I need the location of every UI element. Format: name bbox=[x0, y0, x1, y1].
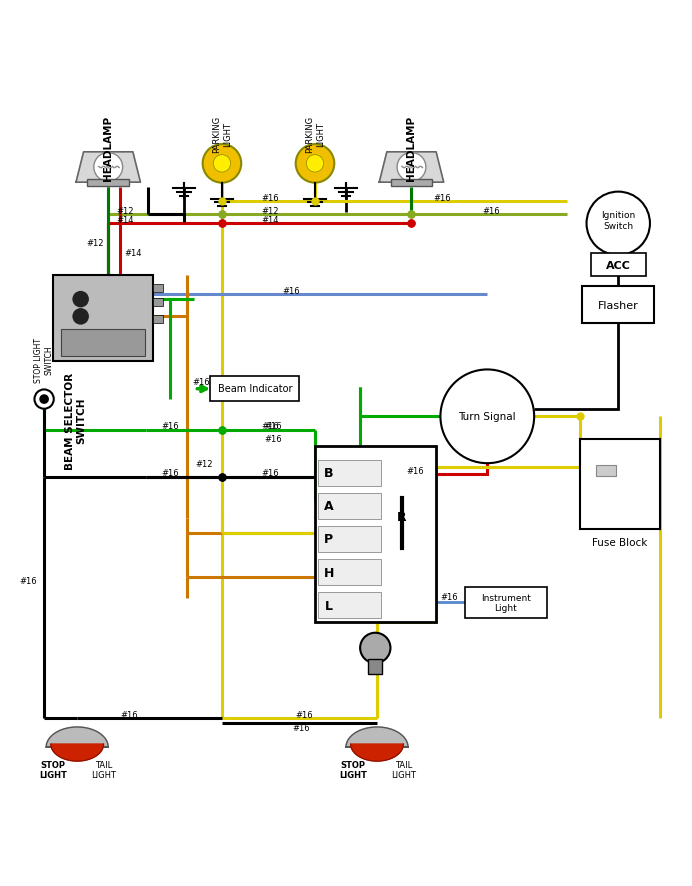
Text: STOP
LIGHT: STOP LIGHT bbox=[339, 759, 367, 779]
Text: A: A bbox=[324, 500, 334, 513]
Text: Flasher: Flasher bbox=[598, 300, 639, 310]
Text: TAIL
LIGHT: TAIL LIGHT bbox=[391, 759, 416, 779]
Text: #12: #12 bbox=[196, 459, 213, 468]
Text: PARKING
LIGHT: PARKING LIGHT bbox=[212, 116, 232, 153]
Text: #16: #16 bbox=[296, 710, 313, 719]
Text: B: B bbox=[324, 467, 334, 480]
Text: #16: #16 bbox=[161, 422, 179, 431]
Circle shape bbox=[73, 291, 89, 308]
Text: ACC: ACC bbox=[606, 260, 630, 270]
Bar bbox=[318, 559, 381, 586]
Circle shape bbox=[213, 156, 230, 173]
Text: Turn Signal: Turn Signal bbox=[459, 412, 516, 422]
Text: Fuse Block: Fuse Block bbox=[592, 537, 648, 548]
Text: Beam Indicator: Beam Indicator bbox=[218, 384, 292, 393]
Text: #14: #14 bbox=[262, 215, 279, 224]
Text: #16: #16 bbox=[282, 286, 300, 295]
Text: #12: #12 bbox=[86, 239, 103, 248]
Polygon shape bbox=[46, 727, 108, 747]
Circle shape bbox=[360, 633, 390, 664]
Circle shape bbox=[307, 156, 324, 173]
Circle shape bbox=[35, 390, 54, 409]
Bar bbox=[153, 284, 163, 293]
Text: HEADLAMP: HEADLAMP bbox=[406, 116, 417, 181]
Text: HEADLAMP: HEADLAMP bbox=[103, 116, 113, 181]
Text: #14: #14 bbox=[117, 215, 134, 224]
Bar bbox=[62, 330, 145, 356]
FancyBboxPatch shape bbox=[210, 377, 299, 401]
Circle shape bbox=[39, 395, 49, 404]
Polygon shape bbox=[346, 727, 408, 747]
Text: #12: #12 bbox=[262, 206, 279, 215]
Bar bbox=[318, 460, 381, 486]
Text: H: H bbox=[324, 566, 334, 579]
Text: Ignition
Switch: Ignition Switch bbox=[601, 211, 635, 230]
Polygon shape bbox=[51, 744, 104, 761]
Text: #16: #16 bbox=[265, 422, 282, 431]
Circle shape bbox=[295, 145, 334, 183]
Polygon shape bbox=[379, 152, 444, 183]
Text: #16: #16 bbox=[19, 576, 37, 585]
Text: BEAM SELECTOR
SWITCH: BEAM SELECTOR SWITCH bbox=[64, 372, 86, 469]
Circle shape bbox=[440, 370, 534, 463]
Polygon shape bbox=[351, 744, 403, 761]
Text: L: L bbox=[325, 599, 333, 612]
FancyBboxPatch shape bbox=[465, 587, 547, 618]
Text: P: P bbox=[325, 532, 334, 546]
Text: #12: #12 bbox=[117, 206, 134, 215]
Bar bbox=[597, 465, 616, 477]
Text: #16: #16 bbox=[293, 724, 310, 733]
Text: TAIL
LIGHT: TAIL LIGHT bbox=[91, 759, 116, 779]
Bar bbox=[87, 180, 129, 187]
Bar bbox=[318, 494, 381, 519]
FancyBboxPatch shape bbox=[591, 253, 646, 277]
Bar bbox=[153, 299, 163, 307]
Text: #16: #16 bbox=[262, 193, 279, 202]
Text: #16: #16 bbox=[441, 593, 458, 602]
Text: R: R bbox=[397, 510, 407, 523]
Text: STOP LIGHT
SWITCH: STOP LIGHT SWITCH bbox=[35, 338, 54, 383]
Polygon shape bbox=[76, 152, 140, 183]
Text: #16: #16 bbox=[406, 466, 424, 475]
Text: #16: #16 bbox=[192, 378, 210, 387]
Circle shape bbox=[94, 153, 122, 183]
Text: #14: #14 bbox=[124, 249, 142, 258]
Circle shape bbox=[73, 308, 89, 325]
Text: #16: #16 bbox=[262, 469, 279, 478]
Text: #16: #16 bbox=[482, 206, 500, 215]
Bar bbox=[315, 447, 435, 622]
FancyBboxPatch shape bbox=[583, 287, 654, 324]
Text: #16: #16 bbox=[120, 710, 138, 719]
Bar bbox=[318, 593, 381, 618]
Bar bbox=[390, 180, 432, 187]
Text: #16: #16 bbox=[161, 469, 179, 478]
Text: Instrument
Light: Instrument Light bbox=[481, 593, 531, 612]
Bar bbox=[318, 526, 381, 553]
Circle shape bbox=[203, 145, 242, 183]
Circle shape bbox=[397, 153, 426, 183]
Text: PARKING
LIGHT: PARKING LIGHT bbox=[305, 116, 325, 153]
Text: STOP
LIGHT: STOP LIGHT bbox=[39, 759, 67, 779]
Bar bbox=[153, 315, 163, 324]
Circle shape bbox=[587, 192, 650, 256]
Bar bbox=[368, 659, 382, 674]
Bar bbox=[53, 276, 153, 361]
Text: #16: #16 bbox=[265, 434, 282, 443]
Bar bbox=[581, 439, 659, 529]
Text: #16: #16 bbox=[262, 422, 279, 431]
Text: #16: #16 bbox=[434, 193, 451, 202]
